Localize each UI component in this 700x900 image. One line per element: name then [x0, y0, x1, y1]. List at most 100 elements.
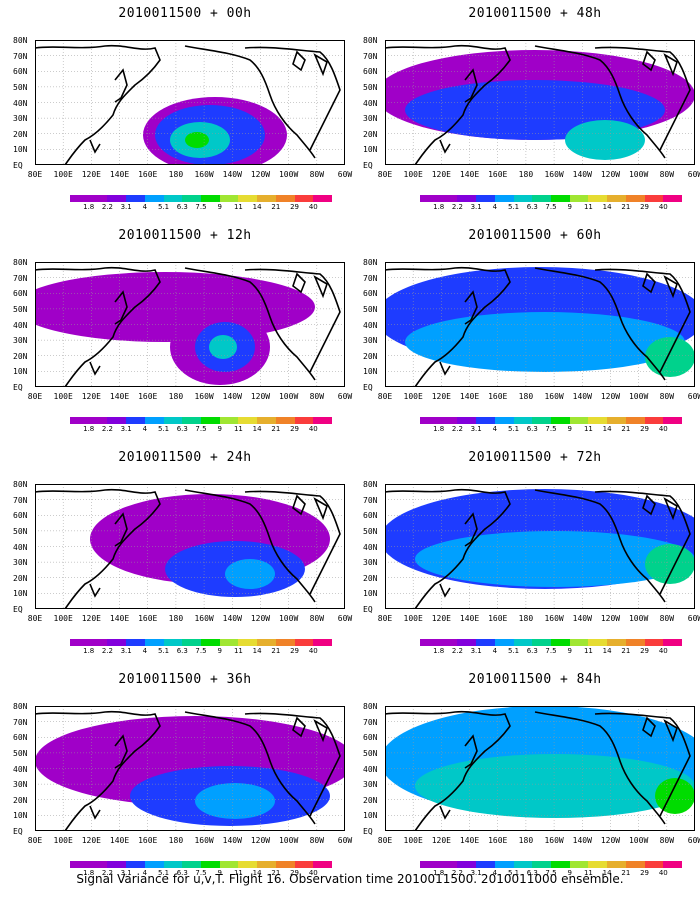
x-axis-label: 180 — [518, 170, 534, 179]
colorbar-label: 4 — [142, 425, 148, 433]
panel-title: 2010011500 + 12h — [118, 228, 252, 243]
x-axis: 80E 100E 120E 140E 160E 180 160W 140W 120W 100W 80… — [365, 170, 700, 182]
colorbar-swatch — [275, 861, 296, 868]
y-axis-label: 40N — [363, 542, 378, 552]
x-axis-label: 60W — [687, 836, 700, 845]
x-axis-label: 160E — [138, 836, 158, 845]
colorbar-label: 9 — [567, 203, 572, 211]
colorbar-swatch — [313, 195, 333, 202]
colorbar-label: 5.1 — [157, 203, 170, 211]
colorbar-label: 11 — [233, 869, 243, 877]
colorbar-label: 4 — [492, 425, 498, 433]
x-axis-label: 120W — [250, 170, 271, 179]
x-axis-label: 140E — [459, 614, 480, 623]
colorbar-swatch — [294, 195, 314, 202]
colorbar-label: 2.2 — [451, 425, 463, 433]
signal-contour — [185, 132, 209, 148]
x-axis-label: 140E — [459, 392, 480, 401]
x-axis-label: 120W — [250, 392, 271, 401]
panel-title: 2010011500 + 00h — [118, 6, 252, 21]
colorbar-swatch — [70, 195, 90, 202]
x-axis-label: 80W — [309, 170, 325, 179]
y-axis-label: EQ — [13, 383, 23, 392]
colorbar-swatch — [163, 195, 183, 202]
colorbar-swatch — [182, 417, 202, 424]
signal-contour — [209, 335, 237, 359]
map-panel: 2010011500 + 24h 80N 70N 60N 50N 40N 30N 20N 10N… — [13, 444, 355, 659]
x-axis-label: 80W — [659, 392, 675, 401]
panel-title: 2010011500 + 36h — [118, 672, 252, 687]
colorbar-swatch — [107, 861, 127, 868]
x-axis-label: 80E — [377, 836, 393, 845]
x-axis-label: 160E — [138, 392, 158, 401]
coastline — [35, 710, 341, 831]
y-axis-label: 50N — [13, 748, 28, 758]
x-axis-label: 100E — [53, 836, 73, 845]
colorbar-label: 21 — [271, 425, 281, 433]
colorbar: 1.8 2.2 3.1 4 5.1 6.3 7.5 9 11 14 21 29 40 — [420, 861, 683, 881]
colorbar-swatch — [126, 639, 146, 646]
colorbar-label: 7.5 — [545, 425, 557, 433]
colorbar-swatch — [513, 861, 533, 868]
colorbar-label: 4 — [142, 647, 148, 655]
colorbar-swatch — [144, 861, 165, 868]
y-axis-label: 80N — [363, 258, 378, 267]
colorbar-label: 2.2 — [101, 203, 113, 211]
y-axis-label: 20N — [363, 129, 378, 139]
x-axis-label: 180 — [168, 170, 184, 179]
x-axis-label: 160W — [544, 614, 564, 623]
y-axis-label: EQ — [363, 827, 373, 836]
colorbar-swatch — [313, 417, 333, 424]
colorbar-label: 5.1 — [507, 425, 520, 433]
colorbar-swatch — [457, 639, 477, 646]
x-axis-label: 80E — [27, 170, 43, 179]
colorbar-swatch — [238, 417, 258, 424]
x-axis-label: 80E — [27, 614, 43, 623]
colorbar-label: 2.2 — [101, 647, 113, 655]
y-axis-label: 60N — [13, 733, 28, 743]
colorbar-swatch — [275, 639, 296, 646]
colorbar-label: 2.2 — [451, 203, 463, 211]
colorbar-label: 6.3 — [526, 647, 538, 655]
y-axis-label: 70N — [363, 51, 378, 61]
x-axis-label: 60W — [337, 392, 353, 401]
map-panel: 2010011500 + 84h 80N 70N 60N 50N 40N 30N 20N 10N… — [363, 666, 700, 881]
colorbar-swatch — [532, 639, 552, 646]
colorbar-label: 3.1 — [470, 869, 482, 877]
colorbar-label: 3.1 — [120, 203, 132, 211]
map-panel: 2010011500 + 72h 80N 70N 60N 50N 40N 30N 20N 10N… — [363, 444, 700, 659]
colorbar-swatch — [219, 417, 239, 424]
colorbar-swatch — [163, 861, 183, 868]
y-axis-label: 40N — [13, 764, 28, 774]
colorbar-label: 21 — [271, 869, 281, 877]
colorbar-swatch — [219, 195, 239, 202]
colorbar-swatch — [663, 639, 683, 646]
colorbar-swatch — [438, 639, 458, 646]
colorbar-label: 9 — [217, 425, 222, 433]
signal-contour — [645, 544, 695, 584]
colorbar-label: 14 — [252, 647, 262, 655]
y-axis-label: 30N — [363, 558, 378, 568]
x-axis-label: 100E — [53, 614, 73, 623]
y-axis-label: 40N — [363, 764, 378, 774]
x-axis-label: 60W — [687, 170, 700, 179]
y-axis-label: 20N — [13, 795, 28, 805]
colorbar-swatch — [144, 417, 165, 424]
colorbar-label: 3.1 — [120, 647, 132, 655]
colorbar-swatch — [513, 417, 533, 424]
colorbar-swatch — [607, 639, 627, 646]
x-axis-label: 80W — [309, 392, 325, 401]
x-axis-label: 100E — [403, 836, 423, 845]
x-axis-label: 80W — [659, 836, 675, 845]
x-axis-label: 60W — [687, 614, 700, 623]
colorbar-label: 40 — [658, 869, 668, 877]
signal-contour — [415, 531, 695, 587]
colorbar-swatch — [625, 861, 646, 868]
colorbar-swatch — [476, 195, 496, 202]
y-axis-label: 50N — [13, 526, 28, 536]
y-axis-label: EQ — [13, 161, 23, 170]
x-axis-label: 80W — [309, 614, 325, 623]
colorbar-swatch — [294, 861, 314, 868]
colorbar-label: 1.8 — [433, 203, 445, 211]
colorbar-swatch — [476, 861, 496, 868]
